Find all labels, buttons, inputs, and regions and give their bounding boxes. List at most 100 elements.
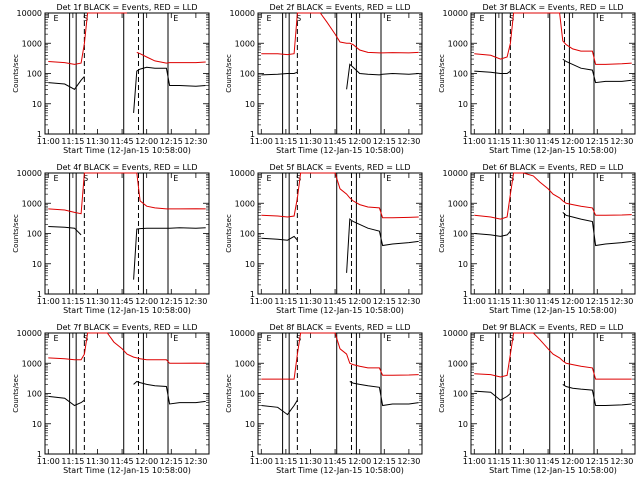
y-tick-label: 10000: [230, 329, 255, 338]
x-axis-label: Start Time (12-Jan-15 10:58:00): [276, 146, 404, 155]
y-tick-label: 100: [453, 390, 468, 399]
y-tick-label: 1000: [235, 359, 255, 368]
interval-flag-label: E: [54, 174, 59, 183]
y-tick-label: 1000: [448, 199, 468, 208]
x-tick-label: 11:00: [37, 297, 60, 306]
y-tick-label: 100: [27, 70, 42, 79]
x-axis-label: Start Time (12-Jan-15 10:58:00): [63, 146, 191, 155]
x-tick-label: 11:00: [250, 457, 273, 466]
y-tick-label: 1000: [235, 199, 255, 208]
events-series-line: [474, 58, 632, 84]
x-tick-label: 11:00: [37, 457, 60, 466]
x-axis-label: Start Time (12-Jan-15 10:58:00): [489, 306, 617, 315]
y-axis-label: Counts/sec: [12, 54, 20, 93]
y-tick-label: 10000: [443, 169, 468, 178]
interval-flag-label: S: [83, 14, 88, 23]
interval-flag-label: E: [599, 14, 604, 23]
y-tick-label: 10000: [230, 9, 255, 18]
y-tick-label: 10: [458, 260, 468, 269]
x-tick-label: 11:15: [274, 297, 297, 306]
y-tick-label: 10000: [230, 169, 255, 178]
events-series-line: [261, 63, 419, 90]
y-tick-label: 10000: [443, 9, 468, 18]
interval-flag-label: E: [599, 174, 604, 183]
x-tick-label: 12:30: [184, 457, 207, 466]
y-tick-label: 1: [250, 290, 255, 299]
y-tick-label: 1: [250, 130, 255, 139]
y-axis-label: Counts/sec: [438, 374, 446, 413]
y-axis-label: Counts/sec: [225, 54, 233, 93]
events-series-line: [261, 381, 419, 416]
x-tick-label: 11:15: [274, 137, 297, 146]
x-tick-label: 11:45: [537, 137, 560, 146]
y-tick-label: 100: [27, 230, 42, 239]
x-tick-label: 12:15: [160, 137, 183, 146]
y-tick-label: 10: [458, 100, 468, 109]
y-tick-label: 10: [245, 100, 255, 109]
x-tick-label: 12:00: [348, 137, 371, 146]
y-axis-label: Counts/sec: [438, 54, 446, 93]
interval-flag-label: E: [480, 334, 485, 343]
x-tick-label: 12:00: [561, 457, 584, 466]
events-series-line: [48, 226, 206, 280]
x-tick-label: 11:45: [111, 457, 134, 466]
y-tick-label: 1: [37, 450, 42, 459]
lld-series-line: [474, 12, 632, 65]
x-axis-label: Start Time (12-Jan-15 10:58:00): [276, 306, 404, 315]
x-tick-label: 11:30: [512, 457, 535, 466]
x-tick-label: 12:00: [561, 137, 584, 146]
x-tick-label: 12:30: [184, 297, 207, 306]
y-axis-label: Counts/sec: [225, 374, 233, 413]
x-axis-label: Start Time (12-Jan-15 10:58:00): [276, 466, 404, 475]
x-tick-label: 11:00: [463, 297, 486, 306]
interval-flag-label: S: [296, 334, 301, 343]
y-tick-label: 100: [240, 390, 255, 399]
x-tick-label: 11:00: [37, 137, 60, 146]
x-tick-label: 11:45: [324, 457, 347, 466]
x-axis-label: Start Time (12-Jan-15 10:58:00): [63, 466, 191, 475]
panel-title: Det 9f BLACK = Events, RED = LLD: [482, 323, 623, 332]
x-tick-label: 11:30: [512, 297, 535, 306]
y-axis-label: Counts/sec: [438, 214, 446, 253]
x-axis-label: Start Time (12-Jan-15 10:58:00): [489, 146, 617, 155]
y-tick-label: 1000: [448, 359, 468, 368]
events-series-line: [48, 66, 206, 113]
x-tick-label: 11:15: [487, 137, 510, 146]
x-tick-label: 11:00: [250, 297, 273, 306]
interval-flag-label: S: [296, 174, 301, 183]
events-series-line: [474, 383, 632, 406]
x-tick-label: 12:00: [348, 457, 371, 466]
y-tick-label: 1: [37, 130, 42, 139]
x-tick-label: 11:30: [86, 457, 109, 466]
interval-flag-label: E: [599, 334, 604, 343]
y-tick-label: 1: [463, 290, 468, 299]
y-tick-label: 100: [453, 230, 468, 239]
panel-title: Det 5f BLACK = Events, RED = LLD: [269, 163, 410, 172]
x-tick-label: 11:15: [61, 457, 84, 466]
y-tick-label: 10: [32, 100, 42, 109]
x-tick-label: 11:00: [463, 137, 486, 146]
x-tick-label: 11:30: [86, 297, 109, 306]
interval-flag-label: E: [54, 334, 59, 343]
x-tick-label: 11:45: [324, 137, 347, 146]
x-tick-label: 11:15: [61, 137, 84, 146]
x-tick-label: 12:00: [135, 297, 158, 306]
x-tick-label: 11:15: [487, 457, 510, 466]
interval-flag-label: E: [267, 174, 272, 183]
y-tick-label: 10000: [17, 9, 42, 18]
interval-flag-label: E: [173, 174, 178, 183]
y-tick-label: 1000: [235, 39, 255, 48]
lld-series-line: [48, 172, 206, 215]
panel-title: Det 4f BLACK = Events, RED = LLD: [56, 163, 197, 172]
y-tick-label: 1: [463, 450, 468, 459]
x-tick-label: 12:15: [160, 297, 183, 306]
y-tick-label: 10000: [443, 329, 468, 338]
x-tick-label: 12:15: [373, 457, 396, 466]
x-tick-label: 11:15: [274, 457, 297, 466]
x-tick-label: 12:30: [397, 137, 420, 146]
y-tick-label: 10: [32, 420, 42, 429]
interval-flag-label: S: [509, 14, 514, 23]
x-tick-label: 11:00: [463, 457, 486, 466]
panel-title: Det 2f BLACK = Events, RED = LLD: [269, 3, 410, 12]
